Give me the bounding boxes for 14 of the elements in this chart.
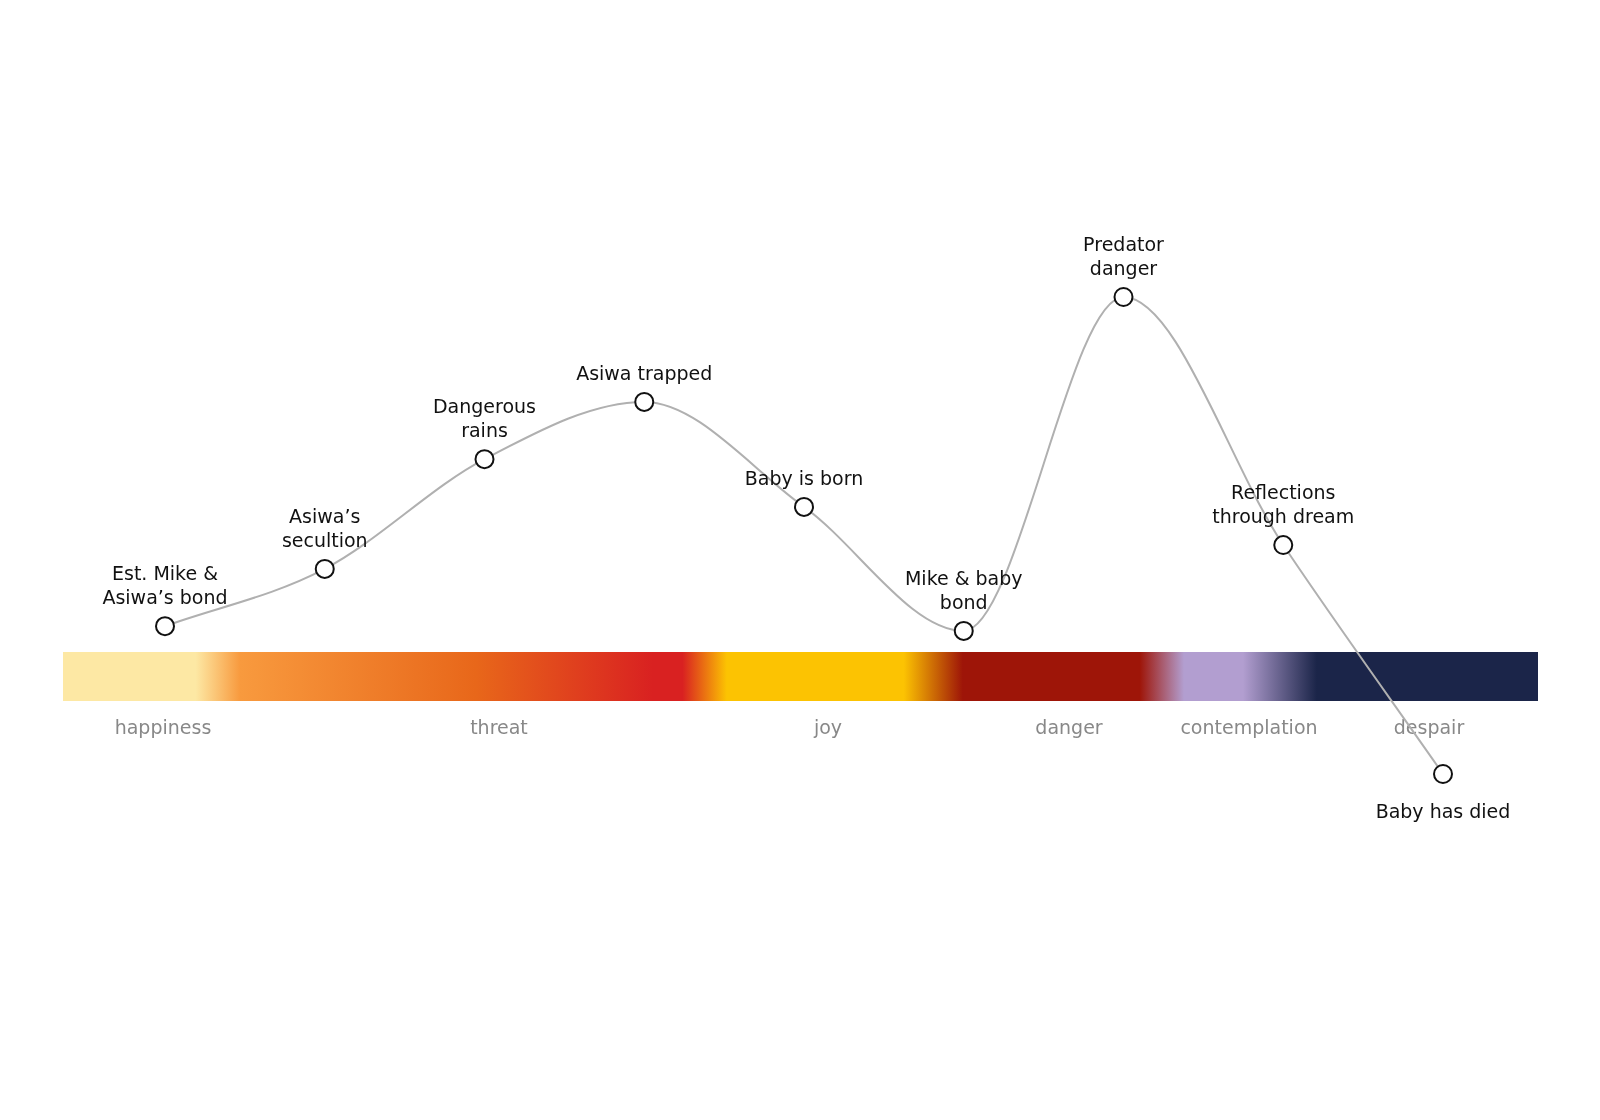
- annotation: contemplation: [1179, 716, 1319, 738]
- x-tick-label: Asiwa trapped: [576, 361, 713, 384]
- annotation: danger: [1034, 716, 1104, 738]
- x-tick-label: Mike & baby bond: [904, 566, 1023, 613]
- annotation: happiness: [113, 716, 213, 738]
- x-tick-label: Est. Mike & Asiwa’s bond: [102, 562, 228, 609]
- x-tick-label: Baby has died: [1375, 800, 1511, 822]
- x-tick-label: Baby is born: [744, 466, 864, 489]
- x-tick-label: Dangerous rains: [432, 395, 537, 442]
- x-tick-label: Predator danger: [1083, 233, 1165, 279]
- annotation: joy: [812, 716, 844, 738]
- x-tick-label: Reflections through dream: [1212, 481, 1355, 528]
- x-tick-label: Asiwa’s secultion: [281, 504, 368, 551]
- annotation: threat: [469, 716, 529, 738]
